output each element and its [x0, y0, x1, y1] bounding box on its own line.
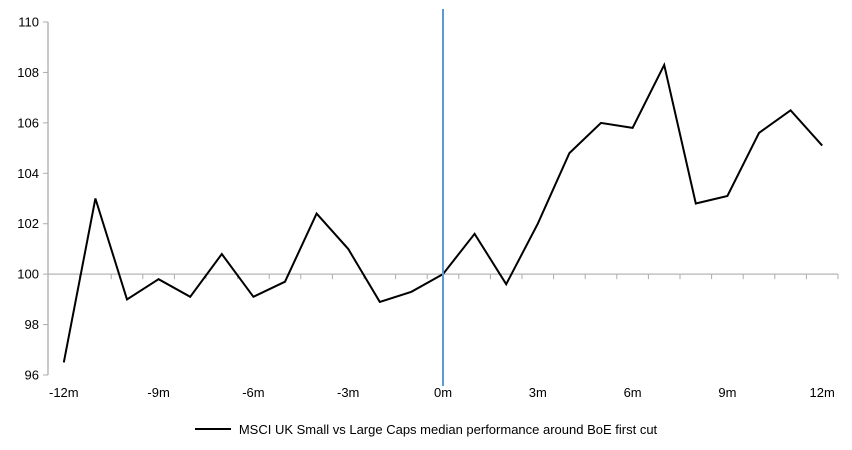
y-tick-label: 102	[17, 216, 39, 231]
x-tick-label: 0m	[434, 385, 452, 400]
legend-line-marker-icon	[194, 428, 231, 430]
x-tick-label: -12m	[49, 385, 79, 400]
x-tick-label: -3m	[337, 385, 359, 400]
y-tick-label: 106	[17, 115, 39, 130]
y-tick-label: 100	[17, 267, 39, 282]
x-tick-label: 9m	[718, 385, 736, 400]
y-tick-label: 98	[25, 317, 39, 332]
x-tick-label: 12m	[810, 385, 835, 400]
legend-label: MSCI UK Small vs Large Caps median perfo…	[238, 421, 658, 437]
y-tick-label: 110	[18, 15, 39, 30]
x-tick-label: 3m	[529, 385, 547, 400]
y-tick-label: 96	[25, 368, 39, 383]
line-chart-canvas: 110 108 106 104 102 100 98 96 -12m -9m -6m -3m 0m 3m 6…	[17, 9, 839, 400]
x-tick-label: -9m	[147, 385, 169, 400]
y-tick-label: 104	[17, 166, 39, 181]
y-tick-label: 108	[17, 65, 39, 80]
x-tick-label: 6m	[624, 385, 642, 400]
x-tick-label: -6m	[242, 385, 264, 400]
legend: MSCI UK Small vs Large Caps median perfo…	[0, 417, 852, 441]
